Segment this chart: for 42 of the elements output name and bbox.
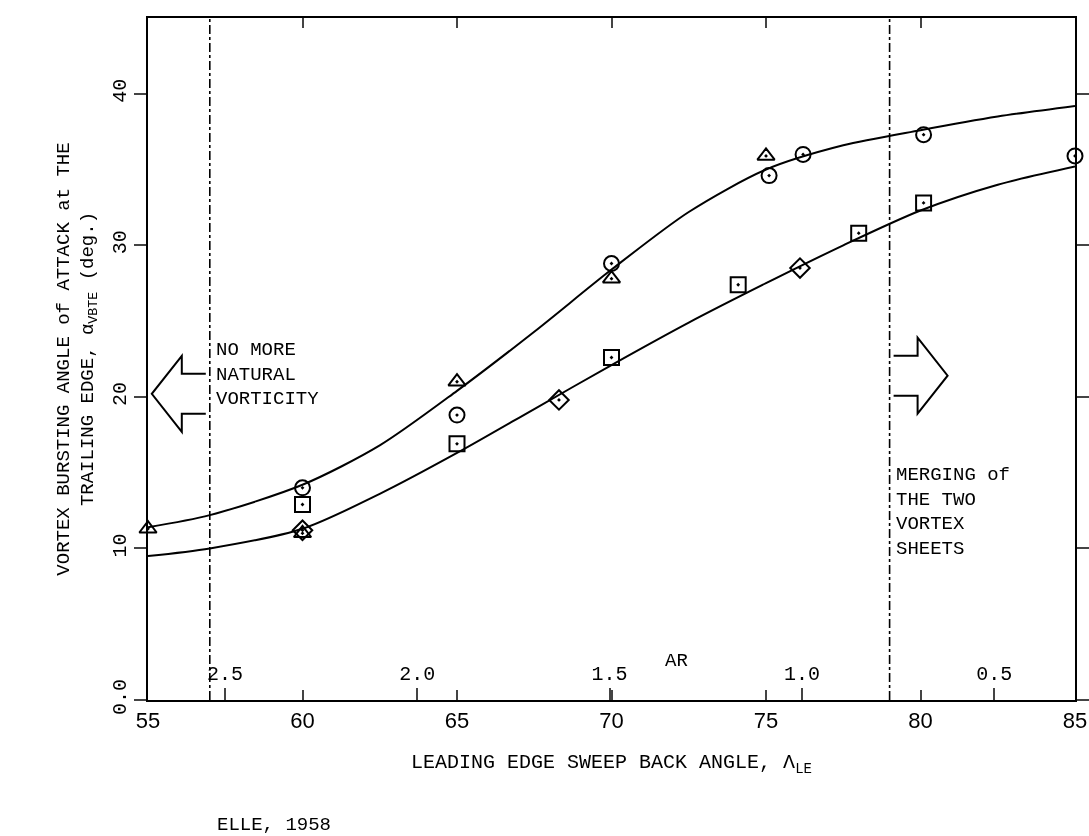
x2-tick-label: 2.5 bbox=[206, 663, 243, 686]
point bbox=[794, 145, 812, 163]
x2-tick-label: 2.0 bbox=[399, 663, 436, 686]
x-tick-label: 80 bbox=[908, 708, 933, 734]
point bbox=[548, 389, 570, 411]
point bbox=[603, 255, 620, 273]
x-tick-label: 60 bbox=[290, 708, 315, 734]
point bbox=[915, 126, 933, 144]
point bbox=[292, 524, 313, 539]
point bbox=[294, 495, 311, 513]
ref-line-label: NO MORE NATURAL VORTICITY bbox=[216, 339, 320, 411]
x-tick-label: 85 bbox=[1062, 708, 1088, 734]
point bbox=[756, 147, 776, 161]
x-tick-label: 75 bbox=[753, 708, 779, 734]
point bbox=[294, 479, 311, 497]
x-tick-label: 70 bbox=[599, 708, 624, 734]
x-axis-title: LEADING EDGE SWEEP BACK ANGLE, Λ$_{LE}$ bbox=[411, 751, 812, 777]
point bbox=[789, 257, 811, 279]
point bbox=[448, 435, 466, 453]
point bbox=[448, 406, 466, 424]
point bbox=[138, 520, 158, 534]
x-tick-label: 65 bbox=[444, 708, 470, 734]
y-tick-label: 10 bbox=[109, 533, 132, 558]
point bbox=[603, 348, 620, 366]
ref-line-label: MERGING of THE TWO VORTEX SHEETS bbox=[896, 464, 1011, 561]
y-tick-label: 0.0 bbox=[109, 678, 132, 716]
point bbox=[729, 276, 747, 294]
y-tick-label: 40 bbox=[109, 78, 132, 103]
x2-tick-label: 1.0 bbox=[783, 663, 820, 686]
x-tick-label: 55 bbox=[135, 708, 161, 734]
y-tick-label: 30 bbox=[109, 230, 132, 255]
y-tick-label: 20 bbox=[109, 381, 132, 406]
x2-axis-title: AR bbox=[665, 650, 688, 672]
x2-tick-label: 1.5 bbox=[591, 663, 628, 686]
point bbox=[447, 373, 467, 387]
text: ELLE, 1958 bbox=[217, 814, 332, 836]
point bbox=[915, 194, 933, 212]
x2-tick-label: 0.5 bbox=[976, 663, 1013, 686]
point bbox=[1066, 147, 1084, 165]
point bbox=[850, 224, 868, 242]
point bbox=[291, 519, 314, 542]
point bbox=[760, 167, 778, 185]
